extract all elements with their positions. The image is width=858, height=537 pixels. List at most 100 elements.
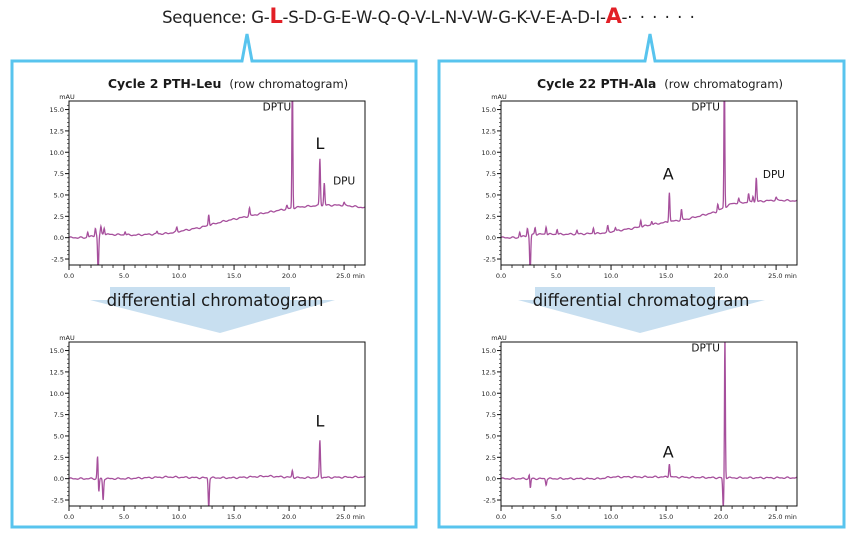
x-tick-label: 10.0 (172, 272, 186, 280)
y-tick-label: 12.5 (50, 127, 64, 135)
x-tick-label: 20.0 (282, 272, 296, 280)
y-tick-label: 2.5 (54, 213, 64, 221)
x-tick-label: 5.0 (119, 272, 129, 280)
sequence-residues: G-L-S-D-G-E-W-Q-Q-V-L-N-V-W-G-K-V-E-A-D-… (251, 4, 696, 28)
residue: S (288, 8, 299, 27)
x-tick-label: 0.0 (496, 272, 506, 280)
y-tick-label: 15.0 (50, 106, 64, 114)
y-tick-label: 10.0 (50, 149, 64, 157)
y-tick-label: 7.5 (486, 170, 496, 178)
left-panel-frame (10, 33, 418, 529)
y-tick-label: 15.0 (50, 347, 64, 355)
x-tick-label: 20.0 (714, 513, 728, 521)
x-tick-label: 25.0 min (768, 272, 797, 280)
y-tick-label: 0.0 (486, 475, 496, 483)
plot-frame (500, 341, 798, 507)
y-tick-label: 15.0 (482, 106, 496, 114)
peak-label-l: L (315, 134, 324, 153)
x-tick-label: 10.0 (172, 513, 186, 521)
residue-separator: - (539, 8, 546, 27)
x-tick-label: 10.0 (604, 513, 618, 521)
x-tick-label: 25.0 min (768, 513, 797, 521)
residue: V (414, 8, 425, 27)
y-tick-label: 12.5 (50, 368, 64, 376)
x-tick-label: 15.0 (659, 272, 673, 280)
y-tick-label: 12.5 (482, 368, 496, 376)
y-tick-label: 10.0 (50, 390, 64, 398)
y-tick-label: 5.0 (486, 191, 496, 199)
title-bold: Cycle 2 PTH-Leu (108, 76, 222, 91)
y-axis-label: mAU (491, 93, 507, 101)
down-arrow-shape (90, 287, 335, 333)
residue-separator: - (589, 8, 596, 27)
residue: A (561, 8, 572, 27)
y-tick-label: -2.5 (483, 497, 496, 505)
peak-label-l: L (315, 412, 324, 431)
arrow-label: differential chromatogram (533, 291, 750, 310)
plot-frame (68, 341, 366, 507)
x-tick-label: 5.0 (119, 513, 129, 521)
sequence-line: Sequence: G-L-S-D-G-E-W-Q-Q-V-L-N-V-W-G-… (0, 4, 858, 28)
y-axis-label: mAU (59, 93, 75, 101)
left-chart-title: Cycle 2 PTH-Leu (row chromatogram) (108, 76, 348, 91)
residue: Q (377, 8, 391, 27)
residue: W (476, 8, 493, 27)
y-tick-label: 0.0 (54, 475, 64, 483)
chromatogram-trace (69, 440, 365, 506)
sequence-continuation: · · · · · · (627, 8, 696, 27)
residue: D (577, 8, 590, 27)
plot-frame (68, 100, 366, 266)
y-tick-label: 5.0 (54, 432, 64, 440)
residue: G (498, 8, 511, 27)
residue-separator: - (439, 8, 445, 27)
x-tick-label: 5.0 (551, 272, 561, 280)
residue: K (516, 8, 526, 27)
residue-separator: - (456, 8, 462, 27)
y-tick-label: -2.5 (483, 256, 496, 264)
right-chart-title: Cycle 22 PTH-Ala (row chromatogram) (537, 76, 783, 91)
peak-label-a: A (663, 165, 674, 184)
y-tick-label: 0.0 (54, 234, 64, 242)
x-tick-label: 20.0 (714, 272, 728, 280)
title-normal: (row chromatogram) (229, 77, 348, 91)
y-tick-label: 15.0 (482, 347, 496, 355)
title-normal: (row chromatogram) (664, 77, 783, 91)
y-tick-label: -2.5 (51, 256, 64, 264)
residue: I (595, 8, 600, 27)
x-tick-label: 0.0 (64, 272, 74, 280)
residue-separator: - (335, 8, 341, 27)
peak-label-dpu: DPU (333, 176, 355, 188)
y-tick-label: 5.0 (54, 191, 64, 199)
residue-separator: - (390, 8, 398, 27)
residue: G (251, 8, 264, 27)
residue: G (322, 8, 336, 27)
residue-separator: - (525, 8, 530, 27)
residue-separator: - (491, 8, 499, 27)
residue-separator: - (371, 8, 378, 27)
plot-frame (500, 100, 798, 266)
residue-separator: - (510, 8, 517, 27)
peak-label-dptu: DPTU (263, 101, 292, 113)
y-tick-label: 7.5 (486, 411, 496, 419)
y-tick-label: 2.5 (486, 213, 496, 221)
x-tick-label: 25.0 min (336, 272, 365, 280)
y-axis-label: mAU (59, 334, 75, 342)
x-tick-label: 20.0 (282, 513, 296, 521)
residue: E (545, 8, 556, 27)
residue-separator: - (282, 8, 289, 27)
y-tick-label: 12.5 (482, 127, 496, 135)
down-arrow-shape (518, 287, 765, 333)
residue: L (430, 8, 440, 27)
x-tick-label: 0.0 (64, 513, 74, 521)
y-axis-label: mAU (491, 334, 507, 342)
peak-label-dptu: DPTU (691, 101, 720, 113)
residue-separator: - (263, 8, 270, 27)
x-tick-label: 15.0 (659, 513, 673, 521)
y-tick-label: 5.0 (486, 432, 496, 440)
y-tick-label: 2.5 (486, 454, 496, 462)
x-tick-label: 15.0 (227, 513, 241, 521)
